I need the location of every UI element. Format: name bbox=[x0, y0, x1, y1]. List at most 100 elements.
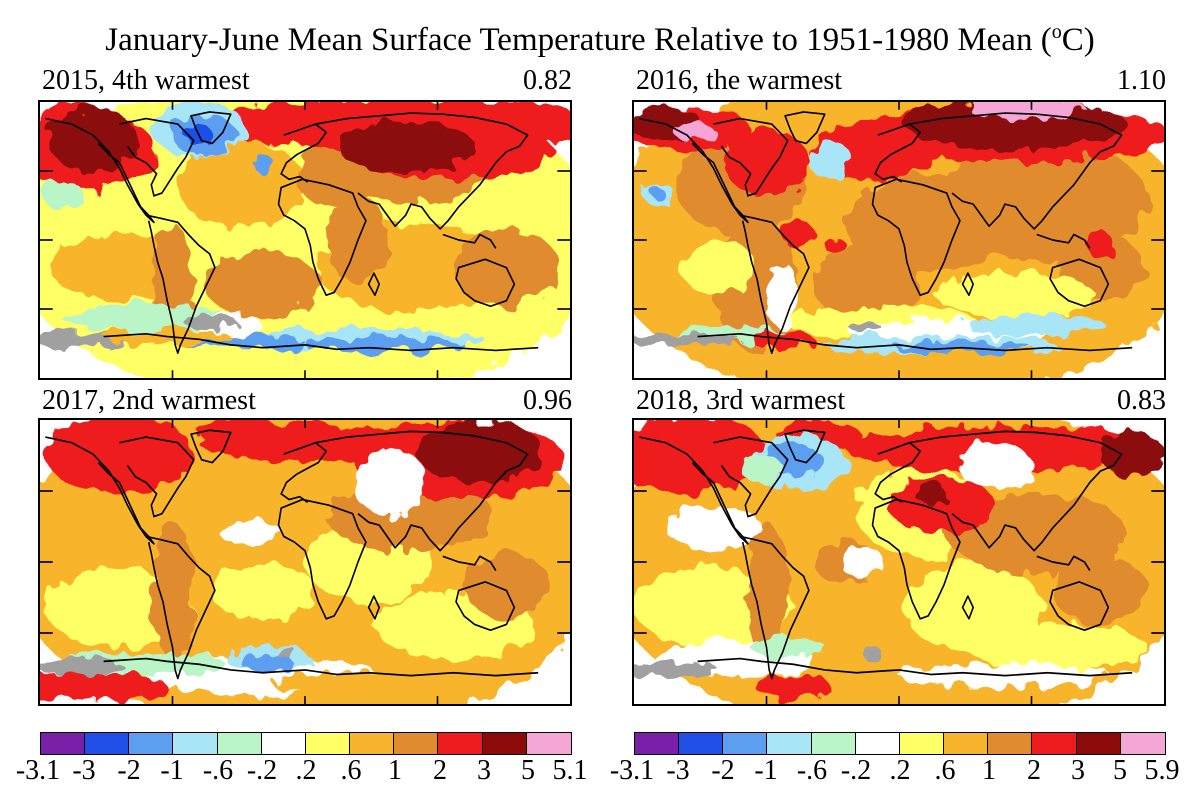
map-panel-2017 bbox=[38, 418, 572, 706]
colorbar-left-tick: .6 bbox=[340, 755, 362, 786]
anomaly-region bbox=[50, 107, 136, 174]
colorbar-swatch bbox=[438, 733, 483, 754]
colorbar-left-tick: 2 bbox=[433, 755, 447, 786]
coastline bbox=[190, 429, 232, 464]
anomaly-region bbox=[681, 240, 756, 296]
colorbar-left-tick: .2 bbox=[295, 755, 317, 786]
coastline bbox=[697, 657, 1133, 677]
figure-title: January-June Mean Surface Temperature Re… bbox=[105, 21, 1095, 58]
coastline bbox=[961, 272, 974, 297]
anomaly-region bbox=[724, 129, 809, 196]
coastline bbox=[871, 498, 961, 620]
coastline bbox=[190, 111, 232, 145]
anomaly-region bbox=[967, 624, 1149, 670]
colorbar-swatch bbox=[767, 733, 812, 754]
anomaly-region bbox=[888, 476, 995, 534]
colorbar-swatch bbox=[526, 733, 571, 754]
coastline bbox=[277, 178, 367, 297]
colorbar-swatch bbox=[899, 733, 945, 754]
coastline bbox=[739, 214, 810, 354]
colorbar-swatch bbox=[217, 733, 262, 754]
colorbar-left-tick: 5 bbox=[521, 755, 535, 786]
coastline bbox=[1049, 258, 1110, 308]
colorbar-swatch bbox=[305, 733, 351, 754]
anomaly-region bbox=[755, 672, 831, 702]
anomaly-region bbox=[183, 315, 237, 329]
anomaly-region bbox=[957, 442, 1032, 489]
colorbar-swatch bbox=[811, 733, 856, 754]
anomaly-region bbox=[177, 140, 305, 229]
coastline bbox=[45, 117, 155, 224]
coastline bbox=[455, 258, 516, 308]
panel-2018-label: 2018, 3rd warmest bbox=[636, 385, 846, 416]
anomaly-region bbox=[199, 420, 284, 446]
anomaly-field bbox=[40, 102, 570, 378]
coastline bbox=[713, 117, 789, 197]
coastline bbox=[455, 581, 516, 632]
anomaly-region bbox=[416, 420, 544, 483]
anomaly-region bbox=[936, 140, 1149, 263]
anomaly-region bbox=[814, 245, 921, 323]
colorbar-right-tick: -2 bbox=[711, 755, 735, 786]
colorbar-swatch bbox=[482, 733, 527, 754]
anomaly-region bbox=[278, 650, 300, 662]
colorbar-right-tick: -.2 bbox=[840, 755, 872, 786]
temperature-anomaly-map bbox=[40, 420, 570, 704]
panel-2017-label: 2017, 2nd warmest bbox=[42, 385, 256, 416]
colorbar-swatch bbox=[173, 733, 218, 754]
colorbar-right-tick: -3.1 bbox=[609, 755, 655, 786]
coastline bbox=[315, 112, 529, 230]
colorbar-swatch bbox=[85, 733, 130, 754]
coastline bbox=[909, 112, 1123, 230]
colorbar-left-tick: 1 bbox=[388, 755, 402, 786]
coastline bbox=[739, 535, 810, 680]
coastline bbox=[145, 535, 216, 680]
anomaly-region bbox=[273, 671, 443, 697]
anomaly-region bbox=[634, 663, 719, 677]
anomaly-region bbox=[665, 505, 762, 551]
temperature-anomaly-map bbox=[634, 420, 1164, 704]
panel-2016-label: 2016, the warmest bbox=[636, 65, 843, 96]
anomaly-region bbox=[252, 154, 274, 171]
colorbar-left-tick: -2 bbox=[117, 755, 141, 786]
frame-ticks bbox=[634, 102, 1164, 378]
colorbar-right-tick: 5 bbox=[1113, 755, 1127, 786]
anomaly-region bbox=[40, 672, 168, 702]
anomaly-region bbox=[204, 251, 321, 318]
colorbar-right-tick: .6 bbox=[934, 755, 956, 786]
anomaly-region bbox=[42, 182, 86, 210]
colorbar-swatch bbox=[679, 733, 724, 754]
colorbar-left-tick: 3 bbox=[477, 755, 491, 786]
map-panel-2018 bbox=[632, 418, 1166, 706]
anomaly-region bbox=[209, 562, 316, 619]
anomaly-region bbox=[740, 454, 783, 483]
coastline bbox=[119, 117, 195, 197]
frame-ticks bbox=[40, 102, 570, 378]
panel-2016-global-mean: 1.10 bbox=[1117, 65, 1166, 96]
anomaly-region bbox=[220, 522, 284, 545]
coastline bbox=[442, 233, 497, 249]
colorbar-right-tick: 5.9 bbox=[1144, 755, 1180, 786]
colorbar-right-tick: -3 bbox=[666, 755, 690, 786]
anomaly-field bbox=[40, 420, 570, 704]
coastline bbox=[874, 123, 921, 183]
coastline bbox=[1036, 233, 1091, 249]
frame-ticks bbox=[40, 420, 570, 704]
coastline bbox=[367, 272, 380, 297]
coastline bbox=[442, 555, 497, 571]
colorbar-swatch bbox=[41, 733, 86, 754]
coastline bbox=[1036, 555, 1091, 571]
anomaly-region bbox=[750, 330, 815, 349]
coastline bbox=[784, 429, 826, 464]
colorbar-swatch bbox=[1076, 733, 1121, 754]
coastline bbox=[280, 441, 327, 504]
anomaly-region bbox=[464, 550, 549, 619]
anomaly-region bbox=[936, 273, 1096, 318]
colorbar-swatch bbox=[723, 733, 768, 754]
temperature-anomaly-map bbox=[40, 102, 570, 378]
coastline bbox=[871, 178, 961, 297]
anomaly-region bbox=[840, 544, 884, 580]
temperature-anomaly-map bbox=[634, 102, 1164, 378]
anomaly-region bbox=[241, 655, 295, 673]
coastline bbox=[119, 436, 195, 518]
